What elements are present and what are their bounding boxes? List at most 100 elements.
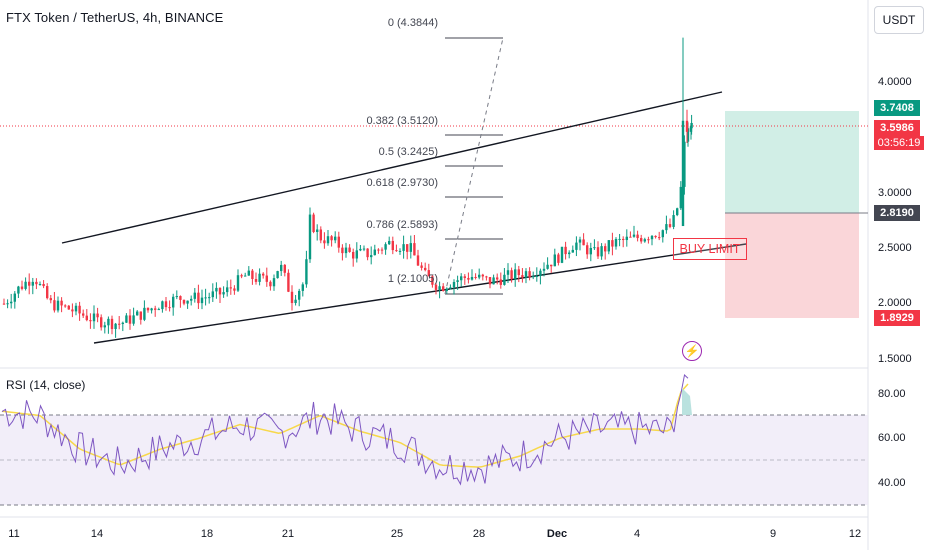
candle-body: [632, 234, 636, 237]
candle-body: [395, 250, 398, 252]
candle-body: [319, 229, 322, 241]
candle-body: [316, 229, 319, 232]
candle-body: [287, 272, 290, 292]
candle-body: [600, 246, 603, 257]
candle-body: [474, 276, 477, 278]
candle-body: [179, 296, 182, 300]
candle-body: [689, 126, 693, 132]
candle-body: [517, 269, 520, 276]
candle-body: [13, 293, 16, 302]
candle-body: [406, 244, 409, 252]
target-price-tag: 3.7408: [874, 100, 920, 116]
candle-body: [535, 275, 538, 277]
candle-body: [341, 247, 344, 254]
candle-body: [593, 247, 596, 249]
candle-body: [681, 120, 685, 227]
candle-body: [366, 248, 369, 258]
candle-body: [665, 224, 668, 231]
candle-body: [420, 265, 423, 268]
candle-body: [431, 276, 434, 285]
time-axis-label: 9: [769, 528, 777, 540]
candle-body: [344, 247, 348, 254]
fib-label: 0.5 (3.2425): [378, 146, 438, 158]
candle-body: [452, 281, 456, 288]
rsi-axis-label: 60.00: [878, 432, 906, 444]
candle-body: [506, 270, 510, 275]
candle-body: [215, 287, 218, 292]
channel-lower-line[interactable]: [93, 243, 747, 344]
candle-body: [121, 322, 124, 325]
candle-body: [143, 307, 146, 320]
candle-body: [370, 255, 373, 258]
candle-body: [553, 254, 556, 267]
candle-body: [251, 270, 254, 280]
candle-body: [172, 296, 175, 308]
candle-body: [604, 246, 607, 252]
fib-label: 0.618 (2.9730): [366, 177, 438, 189]
fib-label: 0 (4.3844): [387, 17, 438, 29]
candle-body: [467, 277, 470, 280]
candle-body: [204, 297, 207, 299]
candle-body: [49, 298, 52, 301]
candle-body: [629, 236, 632, 238]
candle-body: [690, 122, 693, 129]
candle-body: [546, 264, 549, 269]
candle-body: [398, 250, 402, 252]
candle-body: [650, 235, 654, 240]
currency-button[interactable]: USDT: [874, 6, 924, 34]
candle-body: [247, 270, 250, 276]
candle-body: [67, 305, 70, 310]
candle-body: [438, 286, 441, 290]
candle-body: [92, 313, 96, 322]
channel-upper-line[interactable]: [61, 91, 723, 244]
candle-body: [485, 276, 488, 278]
candle-body: [492, 277, 495, 285]
candle-body: [532, 276, 535, 278]
candle-body: [326, 236, 330, 244]
rsi-axis-label: 80.00: [878, 388, 906, 400]
candle-body: [614, 238, 618, 247]
candle-body: [258, 273, 261, 282]
candle-body: [514, 269, 517, 280]
candle-body: [658, 237, 661, 239]
candle-body: [445, 288, 448, 291]
time-axis-label: 11: [8, 528, 20, 540]
price-axis-label: 1.5000: [878, 353, 912, 365]
lightning-bolt-icon[interactable]: ⚡: [682, 341, 702, 361]
candle-body: [60, 300, 63, 306]
stop-zone[interactable]: [725, 213, 859, 318]
fibonacci-retracement[interactable]: [444, 37, 504, 295]
candle-body: [542, 268, 546, 271]
time-axis-label: 4: [633, 528, 641, 540]
candle-body: [74, 305, 78, 312]
buy-limit-label[interactable]: BUY LIMIT: [673, 238, 747, 260]
candle-body: [125, 315, 128, 323]
candle-body: [56, 300, 60, 311]
candle-body: [377, 249, 380, 251]
rsi-ma-line: [1, 383, 689, 468]
candle-body: [103, 325, 106, 328]
symbol-title[interactable]: FTX Token / TetherUS, 4h, BINANCE: [6, 10, 224, 25]
candle-body: [17, 286, 20, 294]
candle-body: [679, 186, 682, 209]
candle-body: [661, 230, 664, 238]
candle-body: [488, 277, 492, 285]
candle-body: [85, 315, 88, 321]
candle-body: [470, 276, 474, 280]
candle-body: [499, 279, 502, 285]
target-zone[interactable]: [725, 111, 859, 213]
rsi-indicator-label[interactable]: RSI (14, close): [6, 378, 86, 392]
candle-body: [272, 278, 276, 287]
candle-body: [539, 270, 542, 276]
price-axis-label: 2.5000: [878, 242, 912, 254]
price-axis-label: 4.0000: [878, 76, 912, 88]
candle-body: [24, 281, 27, 289]
candle-body: [384, 244, 387, 250]
candle-body: [521, 275, 524, 278]
candle-body: [265, 275, 268, 282]
candle-body: [337, 236, 340, 248]
candle-body: [481, 274, 484, 277]
candle-body: [82, 313, 85, 316]
candle-body: [510, 270, 513, 280]
